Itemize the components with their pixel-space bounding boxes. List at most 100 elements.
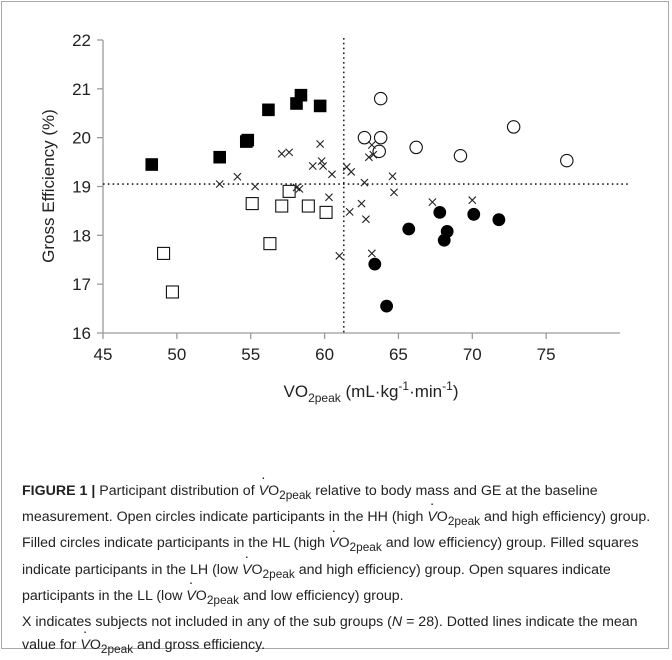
x-point xyxy=(390,188,398,197)
filled-circle-point xyxy=(402,222,416,236)
open-square-point xyxy=(275,199,289,213)
x-tick-label: 50 xyxy=(167,345,186,364)
filled-circle-point xyxy=(467,207,481,221)
x-point xyxy=(308,162,317,170)
open-circle-point xyxy=(357,130,372,145)
x-point xyxy=(325,193,333,202)
x-axis-title-close: ) xyxy=(453,382,459,401)
filled-square-point xyxy=(313,99,327,113)
x-point xyxy=(251,182,260,191)
x-tick-label: 75 xyxy=(537,345,556,364)
vo2peak-symbol: VO2peak xyxy=(427,509,480,528)
x-point xyxy=(361,215,370,224)
y-tick-label: 20 xyxy=(72,129,91,148)
x-point xyxy=(360,178,369,187)
open-circle-point xyxy=(453,148,468,163)
filled-square-point xyxy=(241,133,255,147)
caption-text: and gross efficiency. xyxy=(133,636,266,653)
x-point xyxy=(364,153,373,162)
open-square-point xyxy=(282,184,296,198)
open-circle-point xyxy=(506,120,521,134)
caption-text: relative to body mass and GE at the base… xyxy=(22,483,598,526)
x-point xyxy=(316,140,325,149)
x-tick-label: 70 xyxy=(463,345,482,364)
caption-text: and low efficiency) group. Filled square… xyxy=(22,535,639,578)
y-tick-label: 16 xyxy=(72,324,91,343)
open-square-point xyxy=(165,285,179,299)
scatter-chart: 16 17 18 19 20 21 22 45 50 55 60 65 70 75 Gross Effic… xyxy=(39,31,628,405)
caption-text: Participant distribution of xyxy=(95,483,259,499)
open-circle-point xyxy=(560,153,574,168)
x-axis-title: VO2peak (mL·kg-1·min-1) xyxy=(284,379,459,405)
axes xyxy=(97,39,620,339)
x-point xyxy=(215,180,224,189)
caption-text: and high efficiency) group. Filled circl… xyxy=(22,509,651,552)
x-point xyxy=(357,199,366,208)
vo2peak-symbol: VO2peak xyxy=(80,637,133,656)
y-axis-title: Gross Efficiency (%) xyxy=(39,109,58,263)
x-tick-label: 45 xyxy=(94,345,113,364)
open-square-point xyxy=(157,246,171,260)
vo2peak-symbol: VO2peak xyxy=(242,562,295,581)
open-circle-point xyxy=(373,130,388,145)
x-point xyxy=(295,184,304,193)
filled-circle-point xyxy=(433,205,447,219)
filled-circle-point xyxy=(440,225,454,238)
filled-square-point xyxy=(145,158,159,171)
x-tick-label: 60 xyxy=(315,345,334,364)
filled-square-point xyxy=(262,103,275,117)
x-point xyxy=(367,141,376,149)
x-axis-title-unit: (mL·kg xyxy=(341,382,399,401)
vo2peak-symbol: VO2peak xyxy=(186,588,239,607)
caption-text: and high efficiency) group. Open squares… xyxy=(22,561,611,604)
tick-labels: 16 17 18 19 20 21 22 45 50 55 60 65 70 75 xyxy=(72,31,556,364)
figure-caption: FIGURE 1 | Participant distribution of V… xyxy=(22,480,654,660)
open-circle-point xyxy=(373,91,388,106)
y-tick-label: 18 xyxy=(72,226,91,245)
open-circle-point xyxy=(372,144,386,159)
y-tick-label: 21 xyxy=(72,80,91,99)
x-point xyxy=(233,172,242,181)
filled-square-point xyxy=(213,150,226,164)
x-point xyxy=(369,150,378,159)
x-point xyxy=(345,207,354,216)
open-square-point xyxy=(263,237,277,251)
x-point xyxy=(277,149,286,158)
x-point xyxy=(367,249,376,258)
x-axis-title-sub: 2peak xyxy=(308,391,342,405)
caption-n-symbol: N xyxy=(391,614,403,631)
x-point xyxy=(347,167,356,176)
vo2peak-symbol: VO2peak xyxy=(329,535,382,554)
y-tick-label: 22 xyxy=(72,31,91,50)
open-circle-point xyxy=(409,140,423,155)
filled-square-point xyxy=(294,88,308,102)
mean-reference-lines xyxy=(103,38,628,333)
x-tick-label: 55 xyxy=(241,345,260,364)
x-axis-title-vo: VO xyxy=(284,382,309,401)
x-point xyxy=(327,170,336,179)
caption-figure-label: FIGURE 1 | xyxy=(22,483,96,499)
x-point xyxy=(388,172,397,181)
filled-circle-point xyxy=(492,213,506,227)
open-square-point xyxy=(319,205,333,219)
x-point xyxy=(285,148,294,157)
x-axis-title-exp2: -1 xyxy=(442,379,453,393)
caption-text: X indicates subjects not included in any… xyxy=(22,614,392,631)
caption-text: and low efficiency) group. xyxy=(239,587,404,604)
filled-circle-point xyxy=(368,257,382,271)
x-tick-label: 65 xyxy=(389,345,408,364)
x-axis-title-dot: ·min xyxy=(409,382,442,401)
filled-circle-point xyxy=(380,299,394,313)
y-tick-label: 17 xyxy=(72,275,91,294)
open-square-point xyxy=(245,197,259,211)
x-point xyxy=(335,251,344,260)
x-point xyxy=(428,198,437,207)
vo2peak-symbol: VO2peak xyxy=(259,483,312,502)
y-tick-label: 19 xyxy=(72,178,91,197)
x-point xyxy=(319,162,328,170)
open-square-point xyxy=(301,199,315,213)
caption-text: = 28). Dotted lines indicate the mean va… xyxy=(22,614,638,653)
x-point xyxy=(317,157,326,166)
x-axis-title-exp1: -1 xyxy=(398,379,409,393)
